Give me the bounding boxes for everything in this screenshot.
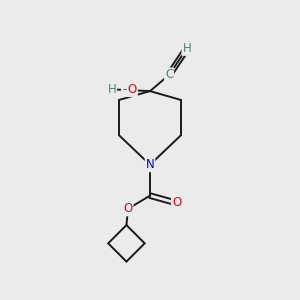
Text: H: H [182,42,191,55]
Text: -: - [122,83,126,96]
Text: H: H [107,83,116,96]
Text: O: O [123,202,133,215]
Text: N: N [146,158,154,171]
Text: O: O [128,83,137,96]
Text: O: O [172,196,181,209]
Text: C: C [165,68,173,81]
